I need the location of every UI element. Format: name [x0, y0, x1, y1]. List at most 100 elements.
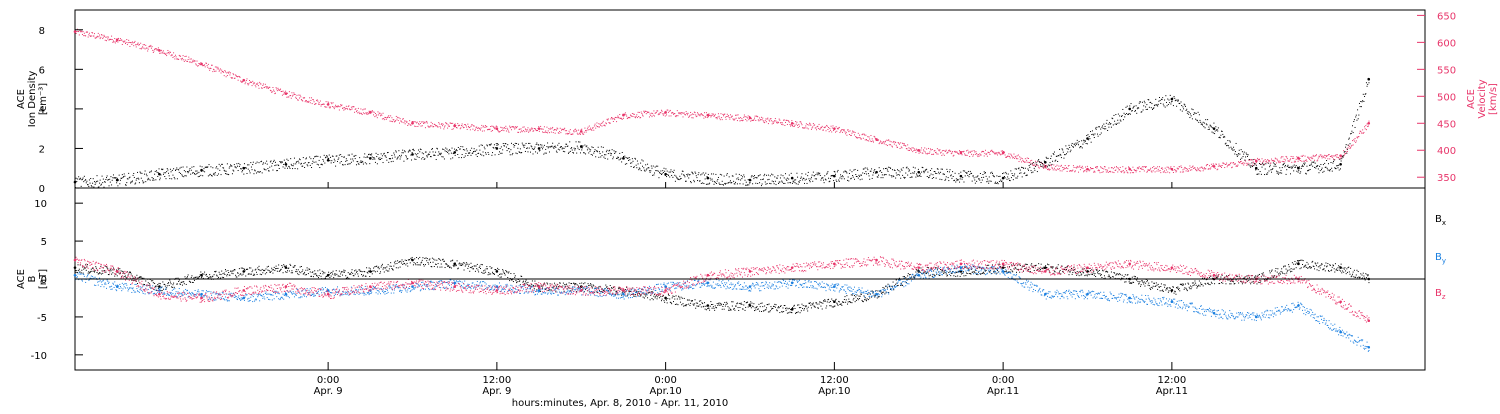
- velocity-series-dot: [649, 113, 651, 115]
- velocity-series-dot: [1232, 162, 1234, 164]
- density-series-dot: [230, 165, 232, 167]
- velocity-series-dot: [214, 70, 216, 72]
- velocity-series-dot: [532, 130, 534, 132]
- velocity-series-dot: [1003, 151, 1005, 153]
- bx-series-dot: [461, 264, 463, 266]
- density-series-dot: [440, 152, 442, 154]
- velocity-series-dot: [673, 113, 675, 115]
- velocity-series-dot: [805, 125, 807, 127]
- density-series-dot: [94, 183, 96, 185]
- bx-series-dot: [347, 276, 349, 278]
- velocity-series-dot: [876, 139, 878, 141]
- velocity-series-dot: [549, 128, 551, 130]
- velocity-series-dot: [574, 128, 576, 130]
- bx-series-dot: [365, 275, 367, 277]
- density-series-dot: [1305, 173, 1307, 175]
- density-series-dot: [390, 161, 392, 163]
- density-series-dot: [231, 173, 233, 175]
- density-series-dot: [100, 183, 102, 185]
- density-series-dot: [945, 176, 947, 178]
- velocity-series-dot: [1272, 159, 1274, 161]
- velocity-series-dot: [1280, 157, 1282, 159]
- density-series-dot: [214, 172, 216, 174]
- density-series-dot: [602, 151, 604, 153]
- density-series-dot: [1034, 165, 1036, 167]
- bx-series-dot: [316, 275, 318, 277]
- bx-series-dot: [473, 265, 475, 267]
- velocity-series-dot: [1281, 160, 1283, 162]
- density-series-dot: [665, 168, 667, 170]
- velocity-series-dot: [959, 151, 961, 153]
- velocity-series-dot: [1110, 167, 1112, 169]
- bx-series-dot: [471, 266, 473, 268]
- velocity-series-dot: [493, 128, 495, 130]
- density-series-dot: [1005, 171, 1007, 173]
- velocity-series-dot: [878, 143, 880, 145]
- velocity-series-dot: [482, 126, 484, 128]
- bx-series-dot: [230, 270, 232, 272]
- density-series-dot: [159, 179, 161, 181]
- velocity-series-dot: [787, 120, 789, 122]
- velocity-series-dot: [154, 48, 156, 50]
- velocity-series-dot: [1150, 170, 1152, 172]
- velocity-series-dot: [744, 116, 746, 118]
- velocity-series-dot: [247, 84, 249, 86]
- velocity-series-dot: [199, 63, 201, 65]
- velocity-series-dot: [350, 106, 352, 108]
- density-series-dot: [1069, 146, 1071, 148]
- velocity-series-dot: [491, 125, 493, 127]
- bx-series-dot: [290, 264, 292, 266]
- velocity-series-dot: [647, 112, 649, 114]
- density-series-dot: [395, 151, 397, 153]
- density-series-dot: [208, 164, 210, 166]
- density-series-dot: [268, 170, 270, 172]
- velocity-series-dot: [1236, 165, 1238, 167]
- bx-series-dot: [460, 263, 462, 265]
- velocity-series-dot: [564, 130, 566, 132]
- velocity-series-dot: [512, 126, 514, 128]
- density-series-dot: [454, 154, 456, 156]
- velocity-series-dot: [829, 129, 831, 131]
- density-series-dot: [386, 152, 388, 154]
- bx-series-dot: [428, 263, 430, 265]
- bx-series-dot: [80, 272, 82, 274]
- density-series-dot: [712, 180, 714, 182]
- density-series-dot: [1232, 149, 1234, 151]
- velocity-series-dot: [750, 120, 752, 122]
- density-series-dot: [561, 146, 562, 148]
- velocity-series-dot: [676, 115, 678, 117]
- density-series-dot: [196, 170, 198, 172]
- bx-series-dot: [176, 283, 178, 285]
- density-series-dot: [1222, 133, 1224, 135]
- velocity-series-dot: [495, 125, 497, 127]
- velocity-series-dot: [976, 154, 978, 156]
- velocity-series-dot: [850, 134, 852, 136]
- density-series-dot: [409, 149, 411, 151]
- velocity-series-dot: [1326, 156, 1328, 158]
- velocity-series-dot: [189, 58, 191, 60]
- density-series-dot: [149, 179, 151, 181]
- density-series-dot: [929, 169, 931, 171]
- density-series-dot: [413, 150, 415, 152]
- velocity-series-dot: [484, 126, 486, 128]
- density-series-dot: [522, 144, 524, 146]
- density-series-dot: [1263, 164, 1265, 166]
- density-series-dot: [248, 164, 250, 166]
- bx-series-dot: [223, 277, 225, 279]
- density-series-dot: [355, 154, 357, 156]
- density-series-dot: [754, 177, 756, 179]
- bx-series-dot: [377, 267, 379, 269]
- velocity-series-dot: [138, 44, 140, 46]
- bx-series-dot: [575, 283, 577, 285]
- velocity-series-dot: [1126, 171, 1128, 173]
- velocity-series-dot: [236, 76, 238, 78]
- density-series-dot: [163, 172, 165, 174]
- density-series-dot: [1323, 170, 1325, 172]
- density-series-dot: [312, 158, 314, 160]
- density-series-dot: [736, 178, 738, 180]
- density-series-dot: [92, 178, 94, 180]
- velocity-series-dot: [229, 74, 231, 76]
- velocity-series-dot: [545, 131, 547, 133]
- velocity-series-dot: [931, 153, 933, 155]
- velocity-series-dot: [599, 123, 601, 125]
